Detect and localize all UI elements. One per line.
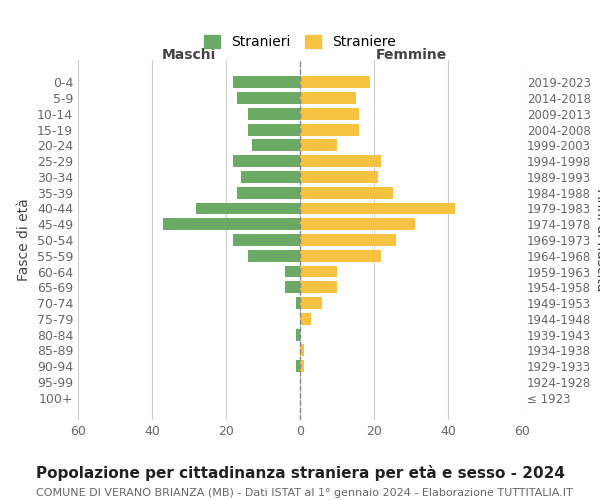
Bar [233,155,300,167]
Bar [296,328,300,340]
Bar [300,76,370,88]
Bar [248,124,300,136]
Bar [300,360,304,372]
Bar [300,202,455,214]
Bar [300,155,382,167]
Bar [285,266,300,278]
Bar [300,250,382,262]
Bar [252,140,300,151]
Bar [300,218,415,230]
Text: Maschi: Maschi [162,48,216,62]
Bar [300,171,378,183]
Bar [300,92,355,104]
Text: Popolazione per cittadinanza straniera per età e sesso - 2024: Popolazione per cittadinanza straniera p… [36,465,565,481]
Bar [300,108,359,120]
Text: COMUNE DI VERANO BRIANZA (MB) - Dati ISTAT al 1° gennaio 2024 - Elaborazione TUT: COMUNE DI VERANO BRIANZA (MB) - Dati IST… [36,488,573,498]
Bar [237,187,300,198]
Bar [300,297,322,309]
Bar [300,344,304,356]
Bar [296,297,300,309]
Bar [196,202,300,214]
Y-axis label: Anni di nascita: Anni di nascita [594,188,600,291]
Bar [300,124,359,136]
Bar [285,282,300,293]
Bar [163,218,300,230]
Bar [233,234,300,246]
Bar [296,360,300,372]
Bar [300,313,311,325]
Text: Femmine: Femmine [376,48,446,62]
Bar [300,234,396,246]
Y-axis label: Fasce di età: Fasce di età [17,198,31,281]
Bar [300,140,337,151]
Bar [300,187,392,198]
Legend: Stranieri, Straniere: Stranieri, Straniere [200,31,400,54]
Bar [233,76,300,88]
Bar [248,108,300,120]
Bar [300,266,337,278]
Bar [237,92,300,104]
Bar [241,171,300,183]
Bar [300,282,337,293]
Bar [248,250,300,262]
